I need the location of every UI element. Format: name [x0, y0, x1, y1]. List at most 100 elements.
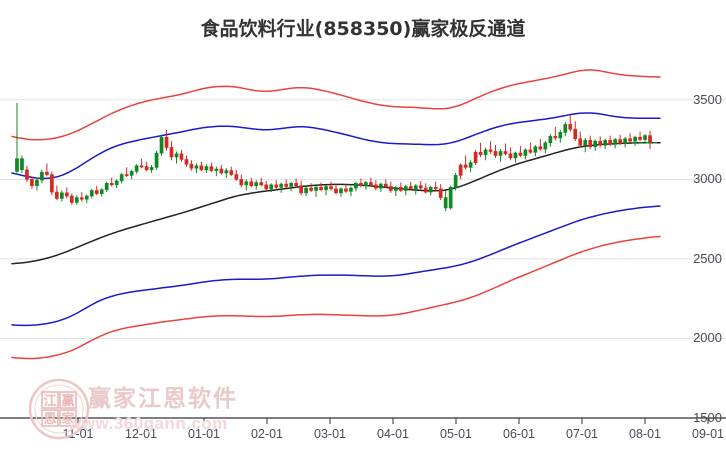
candle — [418, 185, 423, 189]
candle — [304, 187, 308, 194]
candle — [179, 153, 184, 160]
candle — [618, 139, 622, 144]
band-series-2 — [11, 141, 661, 265]
candle — [493, 151, 498, 156]
candle — [423, 187, 428, 193]
candle — [588, 140, 593, 148]
candle — [374, 184, 378, 189]
candle — [548, 136, 553, 144]
candle — [224, 170, 229, 174]
candle — [214, 168, 219, 171]
y-tick-label: 2500 — [693, 250, 722, 266]
x-tick-label: 12-01 — [125, 427, 157, 441]
candle — [648, 135, 652, 144]
candle — [244, 181, 249, 186]
candle — [234, 174, 239, 180]
candle — [194, 165, 199, 169]
candle — [209, 166, 214, 171]
candle — [104, 183, 109, 190]
candle — [488, 149, 493, 152]
candlestick-series — [15, 102, 652, 212]
candle — [184, 159, 189, 165]
candle — [294, 183, 298, 186]
candle — [473, 151, 478, 163]
candle — [388, 186, 393, 191]
candle — [144, 166, 149, 171]
candle — [623, 138, 627, 144]
candle — [229, 170, 234, 175]
candle — [279, 183, 284, 188]
candle — [408, 186, 413, 190]
candle — [114, 180, 119, 186]
candle — [89, 190, 94, 197]
candle — [259, 182, 264, 186]
candle — [508, 153, 513, 159]
candle — [453, 175, 458, 188]
candle — [513, 152, 518, 159]
candle — [109, 183, 114, 186]
candle — [359, 183, 363, 186]
channel-bands — [11, 69, 661, 360]
candle — [523, 149, 528, 156]
candle — [324, 186, 328, 190]
candle — [533, 146, 538, 153]
candle — [638, 136, 642, 140]
candle — [309, 187, 313, 191]
candle — [339, 188, 343, 194]
candle — [239, 179, 244, 186]
y-tick-label: 2000 — [693, 330, 722, 346]
candle — [478, 151, 483, 155]
candle — [528, 149, 533, 153]
candle — [369, 182, 373, 186]
candle — [568, 124, 573, 130]
candle — [403, 186, 408, 191]
band-series-1 — [11, 112, 661, 180]
candle — [334, 188, 338, 194]
candle — [364, 182, 368, 186]
candle — [458, 164, 463, 176]
candle — [249, 181, 254, 186]
axis-lines — [0, 417, 726, 424]
candle — [219, 168, 224, 174]
x-tick-label: 06-01 — [503, 427, 535, 441]
candle — [433, 186, 438, 190]
candle — [503, 151, 508, 155]
candle — [573, 128, 578, 140]
candle — [558, 132, 563, 139]
x-tick-label: 08-01 — [629, 427, 661, 441]
candle — [15, 158, 19, 172]
candle — [60, 192, 64, 199]
candle — [603, 140, 608, 146]
band-series-4 — [11, 235, 661, 360]
candle — [319, 186, 323, 190]
candle — [25, 169, 29, 180]
candle — [204, 166, 209, 171]
candle — [84, 195, 89, 200]
candle — [74, 197, 79, 203]
candle — [50, 174, 54, 193]
candle — [174, 153, 179, 158]
candle — [289, 183, 293, 187]
candle — [149, 167, 154, 171]
candle — [643, 135, 647, 140]
candle — [129, 171, 134, 176]
candle — [124, 174, 129, 177]
candle — [354, 183, 358, 189]
x-tick-label: 09-01 — [692, 427, 724, 441]
candle — [99, 189, 104, 194]
candle — [299, 185, 303, 194]
candle — [264, 184, 269, 190]
candle — [553, 136, 558, 139]
candle — [20, 158, 24, 171]
candle — [314, 186, 318, 191]
x-tick-label: 11-01 — [62, 427, 94, 441]
candle — [69, 195, 74, 203]
candle — [379, 183, 383, 189]
candle — [79, 197, 84, 200]
candle — [269, 184, 274, 190]
candle — [428, 186, 433, 193]
candle — [45, 171, 49, 175]
candle — [538, 146, 543, 150]
